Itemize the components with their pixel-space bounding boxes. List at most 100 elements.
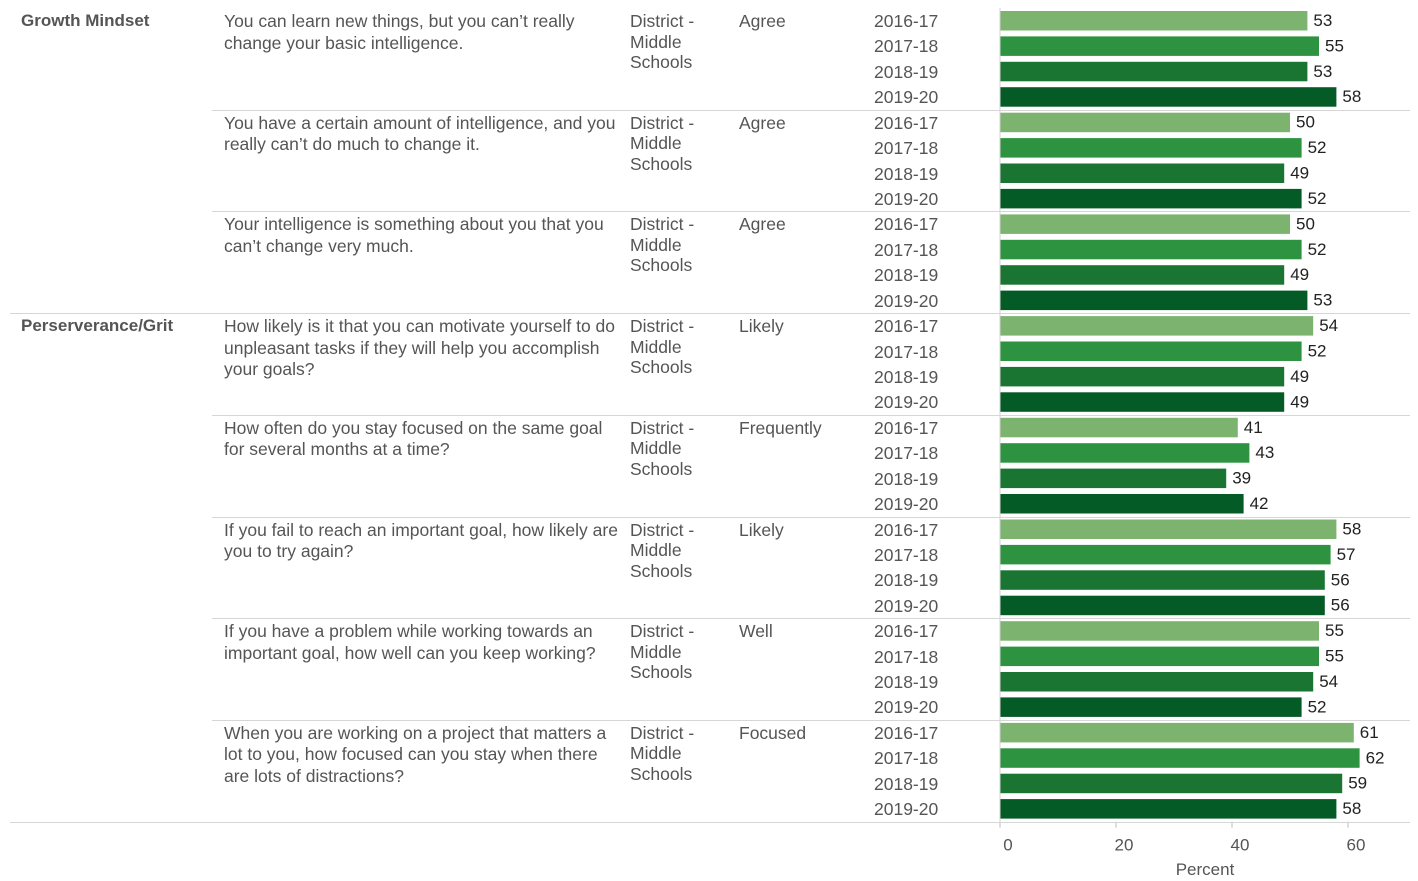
group-label: District - Middle Schools xyxy=(630,316,695,378)
response-label: Agree xyxy=(739,214,786,235)
bar-value-label: 52 xyxy=(1308,240,1327,259)
bar xyxy=(1000,366,1285,387)
year-label: 2016-17 xyxy=(874,621,939,642)
year-label: 2017-18 xyxy=(874,544,939,565)
bar xyxy=(1000,570,1325,590)
bar xyxy=(1000,417,1238,438)
year-label: 2018-19 xyxy=(874,265,939,286)
year-label: 2019-20 xyxy=(874,595,939,616)
bar-value-label: 52 xyxy=(1308,189,1327,208)
bar-value-label: 43 xyxy=(1255,443,1274,462)
x-axis-title: Percent xyxy=(1175,860,1235,879)
category-label: Growth Mindset xyxy=(21,11,150,30)
response-label: Agree xyxy=(739,11,786,31)
row-separator xyxy=(212,517,1410,518)
year-label: 2019-20 xyxy=(874,87,939,108)
bar xyxy=(1000,443,1250,463)
response-label: Agree xyxy=(739,112,786,133)
year-label: 2018-19 xyxy=(874,468,939,489)
year-label: 2018-19 xyxy=(874,61,939,82)
bar xyxy=(1000,621,1319,641)
row-separator xyxy=(212,720,1410,721)
bar xyxy=(1000,290,1308,311)
group-label: District - Middle Schools xyxy=(630,214,695,276)
bar xyxy=(1000,112,1290,133)
year-label: 2017-18 xyxy=(874,341,939,362)
bar-value-label: 55 xyxy=(1325,621,1344,640)
category-label: Perserverance/Grit xyxy=(21,316,174,336)
bar-value-label: 52 xyxy=(1308,138,1327,157)
bar xyxy=(1000,799,1337,819)
row-separator xyxy=(10,822,1410,823)
bar xyxy=(1000,697,1302,717)
response-label: Likely xyxy=(739,519,784,540)
bar-value-label: 49 xyxy=(1290,265,1309,284)
year-label: 2018-19 xyxy=(874,366,939,387)
bar-value-label: 52 xyxy=(1308,342,1327,361)
bar-value-label: 55 xyxy=(1325,36,1344,55)
bar-value-label: 50 xyxy=(1296,113,1315,132)
group-label: District - Middle Schools xyxy=(630,112,695,174)
year-label: 2016-17 xyxy=(874,112,939,133)
year-label: 2019-20 xyxy=(874,697,939,718)
bar-value-label: 49 xyxy=(1290,367,1309,386)
year-label: 2018-19 xyxy=(874,570,939,591)
bar-value-label: 61 xyxy=(1360,723,1379,742)
year-label: 2017-18 xyxy=(874,239,939,260)
bar-value-label: 54 xyxy=(1319,316,1338,335)
bar xyxy=(1000,544,1331,565)
bar xyxy=(1000,748,1360,768)
question-text: How likely is it that you can motivate y… xyxy=(224,316,616,380)
year-label: 2016-17 xyxy=(874,11,939,31)
response-label: Likely xyxy=(739,316,784,337)
group-label: District - Middle Schools xyxy=(630,722,695,784)
year-label: 2016-17 xyxy=(874,316,939,337)
bar-value-label: 58 xyxy=(1342,87,1361,106)
bar-value-label: 39 xyxy=(1232,469,1251,488)
row-separator xyxy=(212,415,1410,416)
bar-value-label: 56 xyxy=(1331,596,1350,615)
bar-value-label: 62 xyxy=(1366,748,1385,767)
bar-value-label: 54 xyxy=(1319,672,1338,691)
row-separator xyxy=(212,211,1410,212)
x-axis-tick-label: 40 xyxy=(1231,836,1250,855)
x-axis-tick-label: 60 xyxy=(1347,836,1366,855)
year-label: 2019-20 xyxy=(874,494,939,514)
group-label: District - Middle Schools xyxy=(630,417,695,479)
bar xyxy=(1000,316,1314,336)
bar xyxy=(1000,722,1354,743)
bar-value-label: 53 xyxy=(1313,291,1332,310)
bar xyxy=(1000,61,1308,82)
year-label: 2016-17 xyxy=(874,214,939,235)
year-label: 2017-18 xyxy=(874,646,939,667)
response-label: Well xyxy=(739,621,773,642)
group-label: District - Middle Schools xyxy=(630,621,695,683)
bar xyxy=(1000,341,1302,361)
question-text: When you are working on a project that m… xyxy=(224,722,607,786)
bar xyxy=(1000,595,1325,616)
bar-value-label: 59 xyxy=(1348,774,1367,793)
bar xyxy=(1000,36,1319,56)
x-axis-tick-label: 20 xyxy=(1115,836,1134,855)
bar-value-label: 56 xyxy=(1331,570,1350,589)
bar xyxy=(1000,468,1227,489)
bar-value-label: 50 xyxy=(1296,214,1315,233)
year-label: 2019-20 xyxy=(874,392,939,413)
response-label: Focused xyxy=(739,722,807,743)
group-label: District - Middle Schools xyxy=(630,11,695,72)
response-label: Frequently xyxy=(739,417,822,438)
x-axis-tick-label: 0 xyxy=(1003,836,1012,855)
bar xyxy=(1000,138,1302,158)
bar xyxy=(1000,239,1302,260)
bar-value-label: 55 xyxy=(1325,647,1344,666)
year-label: 2019-20 xyxy=(874,188,939,209)
bar-value-label: 58 xyxy=(1342,520,1361,539)
row-separator xyxy=(212,110,1410,111)
bar xyxy=(1000,163,1285,183)
bar xyxy=(1000,87,1337,107)
bar xyxy=(1000,519,1337,539)
year-label: 2016-17 xyxy=(874,417,939,438)
bar-value-label: 57 xyxy=(1337,545,1356,564)
bar-value-label: 49 xyxy=(1290,164,1309,183)
